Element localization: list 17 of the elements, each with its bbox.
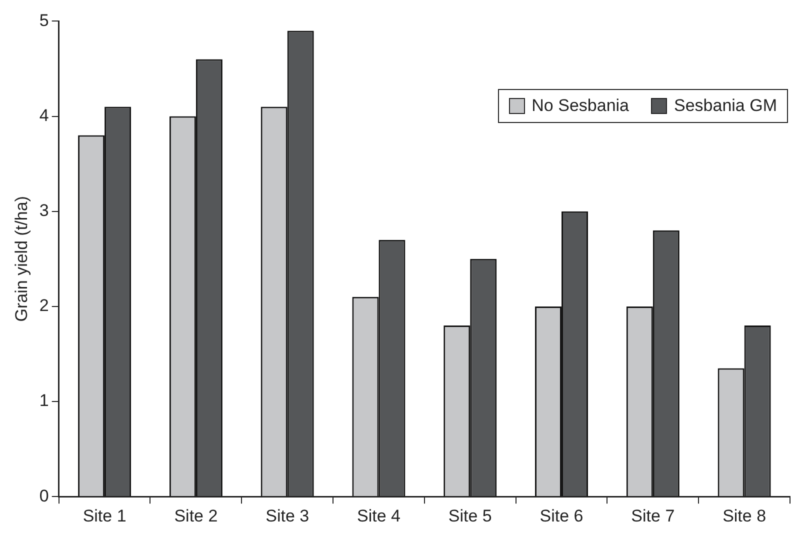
x-tick-label: Site 8 <box>722 506 766 526</box>
x-tick-label: Site 1 <box>82 506 126 526</box>
x-tick-label: Site 5 <box>448 506 492 526</box>
y-tick-label: 3 <box>39 201 49 220</box>
x-tick-label: Site 4 <box>356 506 400 526</box>
x-tick-label: Site 3 <box>266 506 310 526</box>
x-tick-label: Site 2 <box>174 506 218 526</box>
y-tick-label: 4 <box>39 106 49 125</box>
y-tick-label: 1 <box>39 391 49 410</box>
y-axis-title: Grain yield (t/ha) <box>12 196 31 322</box>
x-tick-label: Site 7 <box>631 506 675 526</box>
y-tick-label: 0 <box>39 486 49 506</box>
y-tick-label: 5 <box>39 10 49 30</box>
x-tick-label: Site 6 <box>540 506 584 526</box>
y-tick-label: 2 <box>39 296 49 316</box>
legend-label: No Sesbania <box>532 96 629 116</box>
legend-label: Sesbania GM <box>674 96 777 116</box>
